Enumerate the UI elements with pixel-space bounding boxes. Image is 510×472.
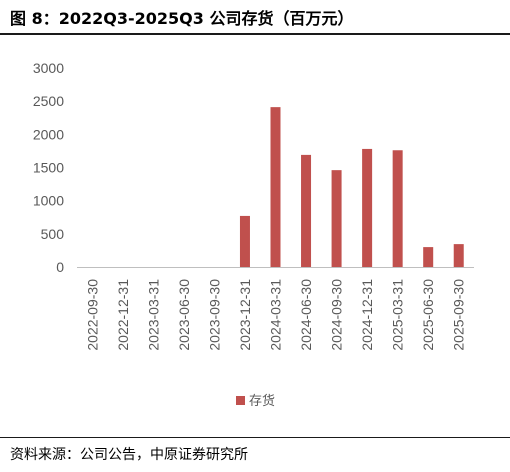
bar-2025-09-30 [453,244,464,267]
y-tick-label: 3000 [33,60,64,76]
bar-2024-03-31 [270,107,281,268]
bar-2024-09-30 [331,170,342,267]
source-note: 资料来源：公司公告，中原证券研究所 [10,447,248,463]
title-divider [0,33,510,35]
y-tick-label: 1500 [33,160,64,176]
x-tick-label: 2023-09-30 [206,279,222,351]
y-tick-label: 2500 [33,93,64,109]
x-tick-label: 2022-12-31 [115,279,131,351]
x-tick-label: 2022-09-30 [84,279,100,351]
y-tick-label: 500 [41,226,65,242]
bar-2025-03-31 [392,150,403,267]
x-tick-label: 2024-09-30 [329,279,345,351]
x-tick-label: 2023-03-31 [145,279,161,351]
x-tick-label: 2024-06-30 [298,279,314,351]
x-tick-label: 2025-06-30 [420,279,436,351]
bar-2023-12-31 [239,215,250,267]
y-tick-label: 2000 [33,126,64,142]
legend-label: 存货 [249,393,275,409]
x-tick-label: 2024-03-31 [268,279,284,351]
bar-2025-06-30 [423,247,434,267]
x-tick-label: 2025-09-30 [451,279,467,351]
bar-series [239,107,464,268]
legend: 存货 [236,393,275,409]
legend-swatch [236,396,245,405]
y-tick-label: 0 [56,259,64,275]
x-tick-label: 2023-12-31 [237,279,253,351]
chart-title: 图 8：2022Q3-2025Q3 公司存货（百万元） [10,9,354,28]
source-divider [0,437,510,438]
y-axis: 0 500 1000 1500 2000 2500 3000 [33,60,64,275]
x-tick-label: 2025-03-31 [390,279,406,351]
x-tick-label: 2023-06-30 [176,279,192,351]
bar-2024-12-31 [362,148,373,267]
x-tick-label: 2024-12-31 [359,279,375,351]
x-axis: 2022-09-30 2022-12-31 2023-03-31 2023-06-30… [77,267,474,351]
y-tick-label: 1000 [33,193,64,209]
bar-2024-06-30 [301,154,312,267]
